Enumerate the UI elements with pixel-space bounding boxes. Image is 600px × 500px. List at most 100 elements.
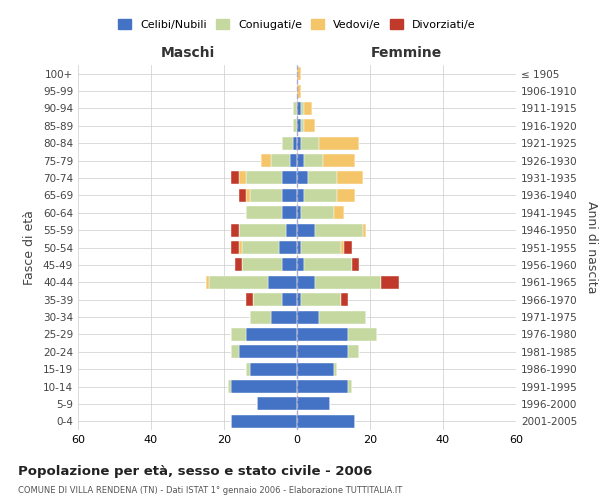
Bar	[297, 120, 301, 132]
Bar	[279, 241, 297, 254]
Bar	[348, 380, 352, 393]
Bar	[286, 224, 297, 236]
Bar	[301, 102, 304, 115]
Bar	[315, 276, 381, 289]
Bar	[341, 293, 348, 306]
Bar	[246, 328, 297, 341]
Bar	[293, 120, 297, 132]
Bar	[348, 328, 377, 341]
Bar	[297, 293, 301, 306]
Bar	[260, 154, 271, 167]
Bar	[246, 172, 283, 184]
Bar	[319, 136, 359, 149]
Bar	[232, 346, 239, 358]
Bar	[242, 258, 283, 272]
Bar	[297, 415, 355, 428]
Bar	[271, 154, 290, 167]
Bar	[297, 67, 301, 80]
Bar	[297, 189, 304, 202]
Bar	[297, 102, 301, 115]
Bar	[239, 172, 246, 184]
Bar	[250, 310, 271, 324]
Bar	[290, 154, 297, 167]
Bar	[239, 224, 286, 236]
Bar	[246, 293, 253, 306]
Bar	[319, 310, 367, 324]
Bar	[239, 189, 246, 202]
Bar	[297, 241, 301, 254]
Bar	[250, 362, 297, 376]
Bar	[283, 293, 297, 306]
Bar	[301, 241, 341, 254]
Bar	[297, 224, 315, 236]
Bar	[283, 172, 297, 184]
Bar	[362, 224, 367, 236]
Bar	[297, 346, 348, 358]
Text: Maschi: Maschi	[160, 46, 215, 60]
Bar	[239, 346, 297, 358]
Bar	[304, 154, 323, 167]
Bar	[341, 241, 344, 254]
Bar	[246, 206, 283, 220]
Bar	[297, 328, 348, 341]
Bar	[304, 189, 337, 202]
Text: Popolazione per età, sesso e stato civile - 2006: Popolazione per età, sesso e stato civil…	[18, 464, 372, 477]
Bar	[337, 189, 355, 202]
Bar	[293, 136, 297, 149]
Bar	[297, 362, 334, 376]
Bar	[381, 276, 399, 289]
Bar	[308, 172, 337, 184]
Bar	[323, 154, 355, 167]
Text: Femmine: Femmine	[371, 46, 442, 60]
Bar	[227, 380, 232, 393]
Bar	[352, 258, 359, 272]
Bar	[271, 310, 297, 324]
Bar	[232, 328, 246, 341]
Bar	[268, 276, 297, 289]
Bar	[304, 120, 315, 132]
Bar	[246, 189, 250, 202]
Bar	[297, 154, 304, 167]
Bar	[301, 293, 341, 306]
Bar	[232, 224, 239, 236]
Text: COMUNE DI VILLA RENDENA (TN) - Dati ISTAT 1° gennaio 2006 - Elaborazione TUTTITA: COMUNE DI VILLA RENDENA (TN) - Dati ISTA…	[18, 486, 402, 495]
Bar	[253, 293, 283, 306]
Bar	[334, 362, 337, 376]
Bar	[283, 136, 293, 149]
Bar	[235, 258, 242, 272]
Bar	[232, 380, 297, 393]
Bar	[297, 276, 315, 289]
Bar	[283, 258, 297, 272]
Legend: Celibi/Nubili, Coniugati/e, Vedovi/e, Divorziati/e: Celibi/Nubili, Coniugati/e, Vedovi/e, Di…	[115, 16, 479, 34]
Bar	[297, 398, 330, 410]
Bar	[297, 258, 304, 272]
Bar	[301, 136, 319, 149]
Bar	[334, 206, 344, 220]
Bar	[297, 84, 301, 98]
Bar	[297, 136, 301, 149]
Bar	[344, 241, 352, 254]
Bar	[250, 189, 283, 202]
Bar	[315, 224, 362, 236]
Bar	[232, 241, 239, 254]
Bar	[301, 120, 304, 132]
Bar	[304, 102, 311, 115]
Bar	[301, 206, 334, 220]
Bar	[242, 241, 279, 254]
Bar	[348, 346, 359, 358]
Bar	[246, 362, 250, 376]
Bar	[283, 189, 297, 202]
Bar	[239, 241, 242, 254]
Bar	[209, 276, 268, 289]
Bar	[283, 206, 297, 220]
Y-axis label: Fasce di età: Fasce di età	[23, 210, 36, 285]
Bar	[297, 310, 319, 324]
Bar	[293, 102, 297, 115]
Bar	[206, 276, 209, 289]
Bar	[297, 380, 348, 393]
Bar	[232, 415, 297, 428]
Bar	[232, 172, 239, 184]
Bar	[297, 172, 308, 184]
Y-axis label: Anni di nascita: Anni di nascita	[584, 201, 598, 294]
Bar	[297, 206, 301, 220]
